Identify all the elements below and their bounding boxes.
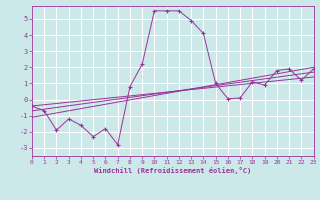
X-axis label: Windchill (Refroidissement éolien,°C): Windchill (Refroidissement éolien,°C) [94,167,252,174]
